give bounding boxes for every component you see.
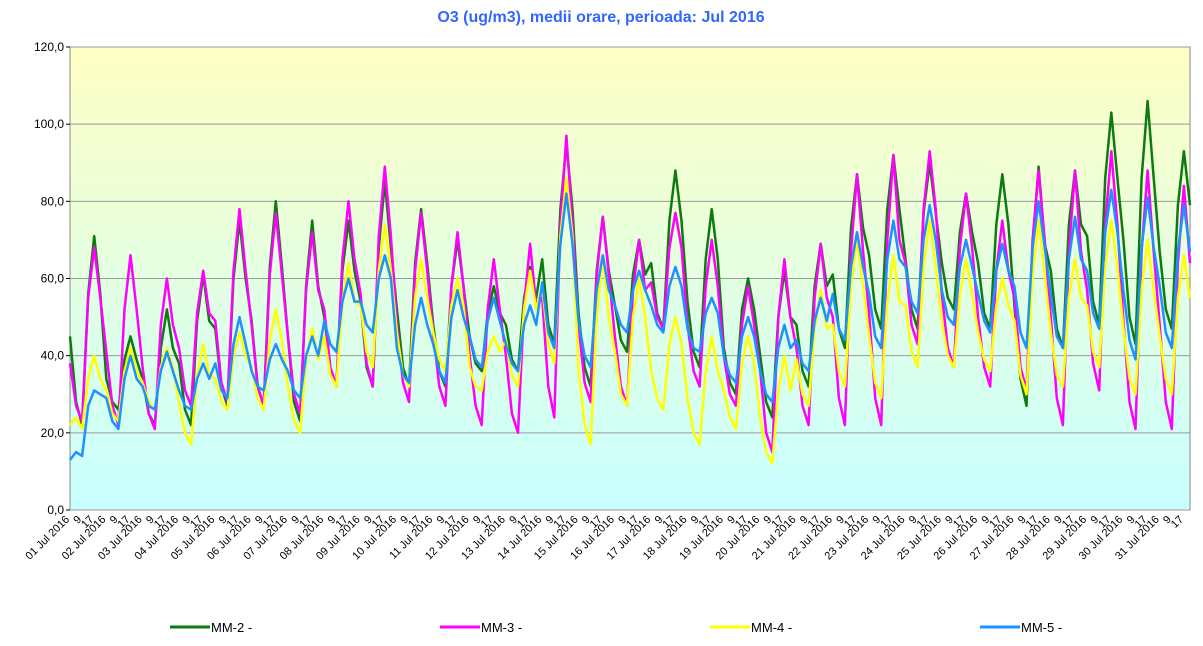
legend-label: MM-3 - — [481, 620, 522, 635]
legend-label: MM-4 - — [751, 620, 792, 635]
y-tick-label: 0,0 — [47, 503, 64, 517]
y-tick-label: 40,0 — [41, 349, 65, 363]
series-line — [69, 176, 1192, 465]
chart-title: O3 (ug/m3), medii orare, perioada: Jul 2… — [437, 9, 764, 26]
legend-label: MM-5 - — [1021, 620, 1062, 635]
y-tick-label: 100,0 — [34, 117, 64, 131]
y-tick-label: 20,0 — [41, 426, 65, 440]
x-tick-label: 17 — [1169, 514, 1186, 531]
legend-label: MM-2 - — [211, 620, 252, 635]
series-line — [69, 188, 1192, 461]
y-tick-label: 80,0 — [41, 194, 65, 208]
y-tick-label: 120,0 — [34, 40, 64, 54]
y-tick-label: 60,0 — [41, 272, 65, 286]
